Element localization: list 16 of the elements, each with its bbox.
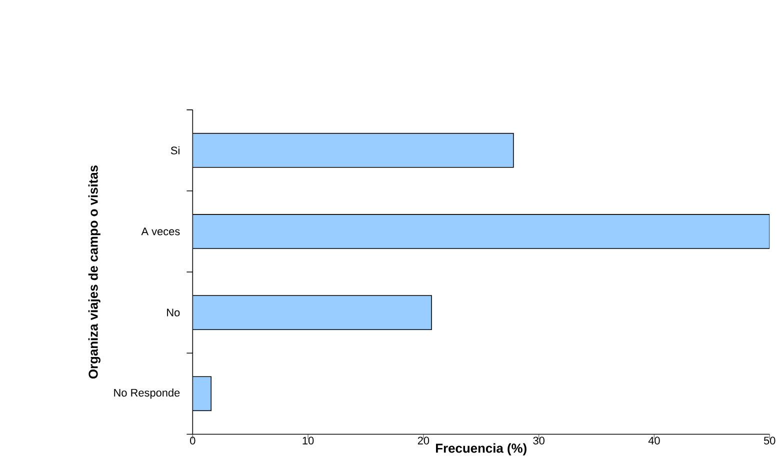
x-tick-label: 0 xyxy=(190,436,196,445)
x-tick-label: 30 xyxy=(533,436,544,445)
y-tick-label: No Responde xyxy=(114,388,180,399)
x-tick-label: 10 xyxy=(302,436,314,445)
y-tick-label: A veces xyxy=(141,228,180,236)
x-tick-label: 40 xyxy=(648,436,660,445)
bar xyxy=(192,295,432,330)
bar xyxy=(192,133,514,168)
bar xyxy=(192,214,770,250)
bar xyxy=(192,376,212,412)
y-tick-label: No xyxy=(167,308,180,317)
x-tick-label: 50 xyxy=(764,436,776,445)
y-axis-title: Organiza viajes de campo o visitas xyxy=(88,166,100,379)
x-axis-title: Frecuencia (%) xyxy=(436,443,526,456)
y-tick-label: Si xyxy=(170,146,180,155)
x-tick-label: 20 xyxy=(418,436,430,445)
